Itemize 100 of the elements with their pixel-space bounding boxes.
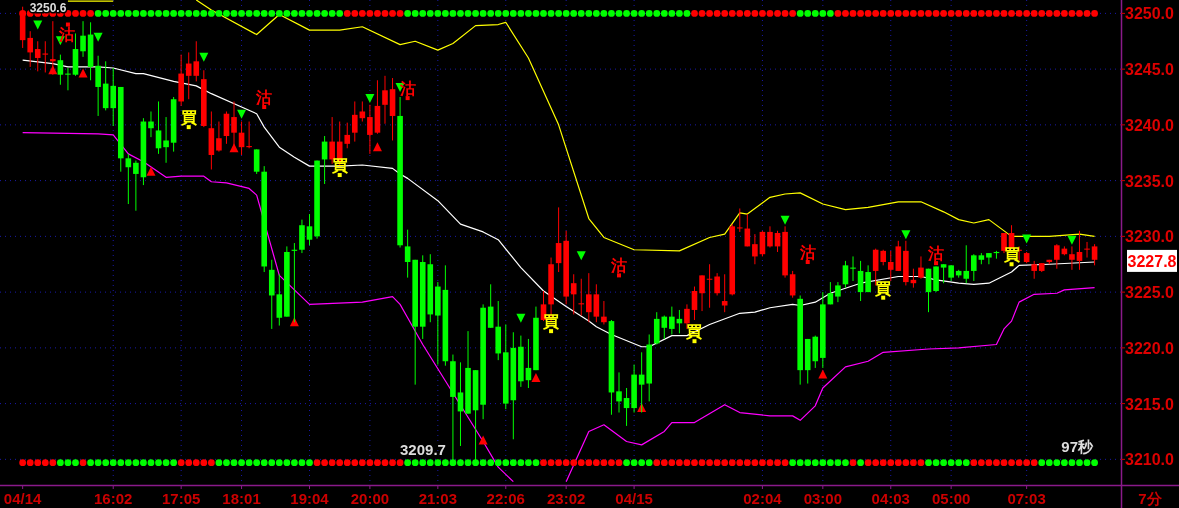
candlestick <box>578 278 585 317</box>
y-tick-label: 3230.0 <box>1125 228 1175 246</box>
point <box>1067 235 1077 245</box>
x-tick-label: 18:01 <box>222 490 261 507</box>
line-series <box>22 132 514 483</box>
point <box>576 251 586 261</box>
point <box>146 166 156 176</box>
x-tick-label: 04/15 <box>615 490 653 507</box>
data-label: 沽 <box>255 89 273 107</box>
candlestick <box>306 213 313 246</box>
data-label: 沽 <box>927 245 945 263</box>
data-label: 買 <box>179 109 197 127</box>
candlestick <box>669 306 675 335</box>
candlestick <box>570 273 577 315</box>
candlestick <box>887 250 894 282</box>
data-label: 買 <box>874 279 892 297</box>
candlestick <box>714 272 720 296</box>
candlestick <box>95 55 101 117</box>
candlestick <box>940 263 947 284</box>
candlestick <box>359 100 366 123</box>
point <box>237 109 247 119</box>
candlestick <box>457 361 464 447</box>
point <box>531 372 541 382</box>
point <box>818 369 828 379</box>
candlestick <box>133 160 139 212</box>
candlestick <box>616 371 622 414</box>
x-tick-label: 02:04 <box>743 490 783 507</box>
candlestick <box>148 110 154 138</box>
point <box>780 215 790 225</box>
x-tick-label: 17:05 <box>161 490 201 507</box>
x-tick-label: 07:03 <box>1007 490 1046 507</box>
y-tick-label: 3250.0 <box>1125 5 1175 23</box>
data-label: 沽 <box>398 80 416 98</box>
candlestick <box>1091 243 1098 266</box>
candlestick <box>767 225 773 249</box>
annotation: 3250.6 <box>29 0 67 15</box>
candlestick <box>80 20 86 58</box>
candlestick <box>971 253 977 282</box>
candlestick <box>216 121 222 153</box>
candlestick <box>1084 241 1090 259</box>
point <box>901 230 911 240</box>
annotation: 97秒 <box>1061 438 1094 455</box>
x-tick-label: 22:06 <box>486 490 525 507</box>
candlestick <box>155 100 162 155</box>
y-tick-label: 3235.0 <box>1125 172 1175 190</box>
candlestick <box>736 207 743 233</box>
candlestick <box>65 67 71 91</box>
data-label: 沽 <box>57 25 75 43</box>
x-tick-label: 05:00 <box>931 490 971 507</box>
x-tick-label: 21:03 <box>418 490 458 507</box>
x-tick-label: 16:02 <box>94 490 133 507</box>
candlestick <box>586 272 592 323</box>
y-tick-label: 3240.0 <box>1125 116 1175 134</box>
candlestick <box>246 121 252 149</box>
x-tick-label: 03:00 <box>803 490 843 507</box>
point <box>372 142 382 152</box>
line-series <box>22 59 1096 348</box>
annotation: 3209.7 <box>400 440 446 458</box>
candlestick <box>918 255 924 280</box>
x-tick-label: 23:02 <box>546 490 586 507</box>
candlestick <box>1054 243 1060 270</box>
candlestick <box>1076 230 1083 271</box>
candlestick <box>57 54 64 86</box>
data-label: 沽 <box>798 244 816 262</box>
candlestick <box>352 100 358 143</box>
candlestick <box>865 264 871 293</box>
point <box>93 32 103 42</box>
x-tick-label: 04:03 <box>871 490 910 507</box>
candlestick <box>1069 245 1075 271</box>
candlestick <box>382 75 388 125</box>
y-tick-label: 3215.0 <box>1125 395 1175 413</box>
candlestick <box>404 229 411 279</box>
candlestick <box>367 104 373 155</box>
candlestick <box>986 252 992 265</box>
candlestick <box>601 300 607 325</box>
data-label: 買 <box>542 313 560 331</box>
y-tick-label: 3210.0 <box>1125 451 1175 469</box>
y-tick-label: 3220.0 <box>1125 339 1175 357</box>
candlestick <box>842 260 849 289</box>
candlestick <box>850 255 856 282</box>
candlestick <box>27 30 33 68</box>
candlestick <box>593 283 600 323</box>
x-axis-title: 7分 <box>1138 490 1163 507</box>
candlestick <box>163 116 169 164</box>
point <box>78 68 88 78</box>
y-tick-label: 3225.0 <box>1125 284 1175 302</box>
candlestick <box>752 233 758 265</box>
y-tick-label: 3245.0 <box>1125 61 1175 79</box>
candlestick <box>835 281 841 303</box>
x-tick-label: 04/14 <box>3 490 43 507</box>
candlestick <box>110 67 117 127</box>
candlestick <box>125 153 132 205</box>
candlestick <box>276 273 283 327</box>
candlestick <box>699 274 705 312</box>
candlestick <box>691 286 698 321</box>
candlestick <box>344 122 351 149</box>
data-label: 沽 <box>610 257 627 275</box>
x-tick-label: 19:04 <box>290 490 330 507</box>
point <box>365 94 375 104</box>
candlestick <box>253 148 260 175</box>
